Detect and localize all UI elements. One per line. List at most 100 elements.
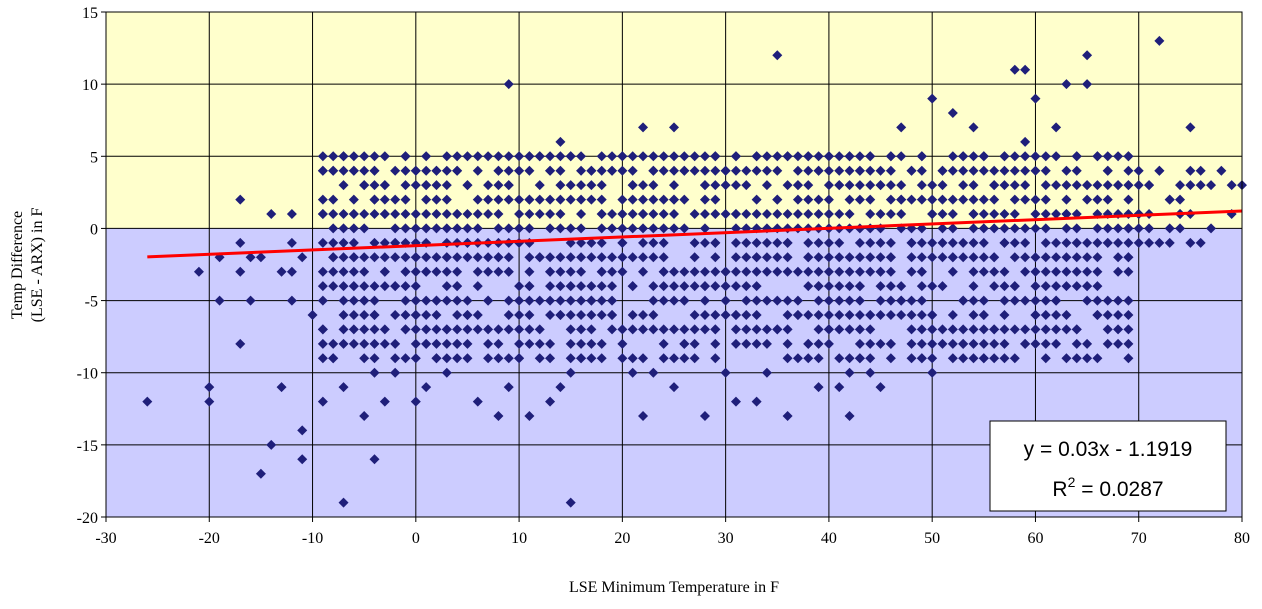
data-point xyxy=(379,266,390,277)
data-point xyxy=(348,266,359,277)
data-point xyxy=(813,324,824,335)
data-point xyxy=(1020,165,1031,176)
data-point xyxy=(937,165,948,176)
data-point xyxy=(369,194,380,205)
data-point xyxy=(885,353,896,364)
data-point xyxy=(999,237,1010,248)
data-point xyxy=(1123,194,1134,205)
data-point xyxy=(493,324,504,335)
data-point xyxy=(730,165,741,176)
data-point xyxy=(978,295,989,306)
data-point xyxy=(1071,281,1082,292)
data-point xyxy=(452,266,463,277)
data-point xyxy=(276,382,287,393)
data-point xyxy=(1154,35,1165,46)
data-point xyxy=(359,266,370,277)
data-point xyxy=(1082,79,1093,90)
data-point xyxy=(999,223,1010,234)
data-point xyxy=(472,223,483,234)
data-points xyxy=(142,35,1247,508)
data-point xyxy=(1154,237,1165,248)
data-point xyxy=(968,252,979,263)
data-point xyxy=(1123,237,1134,248)
data-point xyxy=(875,310,886,320)
data-point xyxy=(1030,209,1041,219)
data-point xyxy=(906,353,917,364)
data-point xyxy=(421,223,432,234)
data-point xyxy=(730,180,741,191)
data-point xyxy=(1030,223,1041,234)
data-point xyxy=(989,194,1000,205)
data-point xyxy=(359,338,370,349)
data-point xyxy=(638,122,649,133)
data-point xyxy=(1051,252,1062,263)
data-point xyxy=(596,266,607,277)
data-point xyxy=(978,324,989,335)
data-point xyxy=(710,209,721,219)
data-point xyxy=(1051,324,1062,335)
data-point xyxy=(834,324,845,335)
data-point xyxy=(978,194,989,205)
data-point xyxy=(524,324,535,335)
data-point xyxy=(710,266,721,277)
data-point xyxy=(658,165,669,176)
data-point xyxy=(844,252,855,263)
data-point xyxy=(751,396,762,407)
data-point xyxy=(452,165,463,176)
data-point xyxy=(1133,165,1144,176)
data-point xyxy=(596,281,607,292)
data-point xyxy=(235,338,246,349)
data-point xyxy=(875,295,886,306)
data-point xyxy=(524,310,535,320)
data-point xyxy=(782,252,793,263)
data-point xyxy=(410,223,421,234)
data-point xyxy=(1020,151,1031,162)
data-point xyxy=(1071,151,1082,162)
data-point xyxy=(978,353,989,364)
data-point xyxy=(927,237,938,248)
data-point xyxy=(514,281,525,292)
data-point xyxy=(927,353,938,364)
data-point xyxy=(896,295,907,306)
data-point xyxy=(390,209,401,219)
data-point xyxy=(359,165,370,176)
data-point xyxy=(978,165,989,176)
data-point xyxy=(679,338,690,349)
data-point xyxy=(348,165,359,176)
data-point xyxy=(410,295,421,306)
data-point xyxy=(524,411,535,421)
data-point xyxy=(916,281,927,292)
data-point xyxy=(1133,223,1144,234)
data-point xyxy=(1195,165,1206,176)
data-point xyxy=(379,324,390,335)
data-point xyxy=(462,223,473,234)
data-point xyxy=(390,252,401,263)
data-point xyxy=(658,223,669,234)
data-point xyxy=(989,223,1000,234)
data-point xyxy=(1051,281,1062,292)
data-point xyxy=(503,266,514,277)
data-point xyxy=(1123,165,1134,176)
data-point xyxy=(472,281,483,292)
data-point xyxy=(741,252,752,263)
data-point xyxy=(421,382,432,393)
data-point xyxy=(689,266,700,277)
data-point xyxy=(369,237,380,248)
data-point xyxy=(648,209,659,219)
data-point xyxy=(328,194,339,205)
data-point xyxy=(730,266,741,277)
data-point xyxy=(1061,209,1072,219)
data-point xyxy=(761,151,772,162)
data-point xyxy=(462,209,473,219)
data-point xyxy=(400,252,411,263)
data-point xyxy=(328,252,339,263)
data-point xyxy=(1154,165,1165,176)
data-point xyxy=(565,281,576,292)
data-point xyxy=(638,223,649,234)
data-point xyxy=(348,310,359,320)
data-point xyxy=(1061,281,1072,292)
data-point xyxy=(679,151,690,162)
data-point xyxy=(844,310,855,320)
data-point xyxy=(317,209,328,219)
data-point xyxy=(844,180,855,191)
